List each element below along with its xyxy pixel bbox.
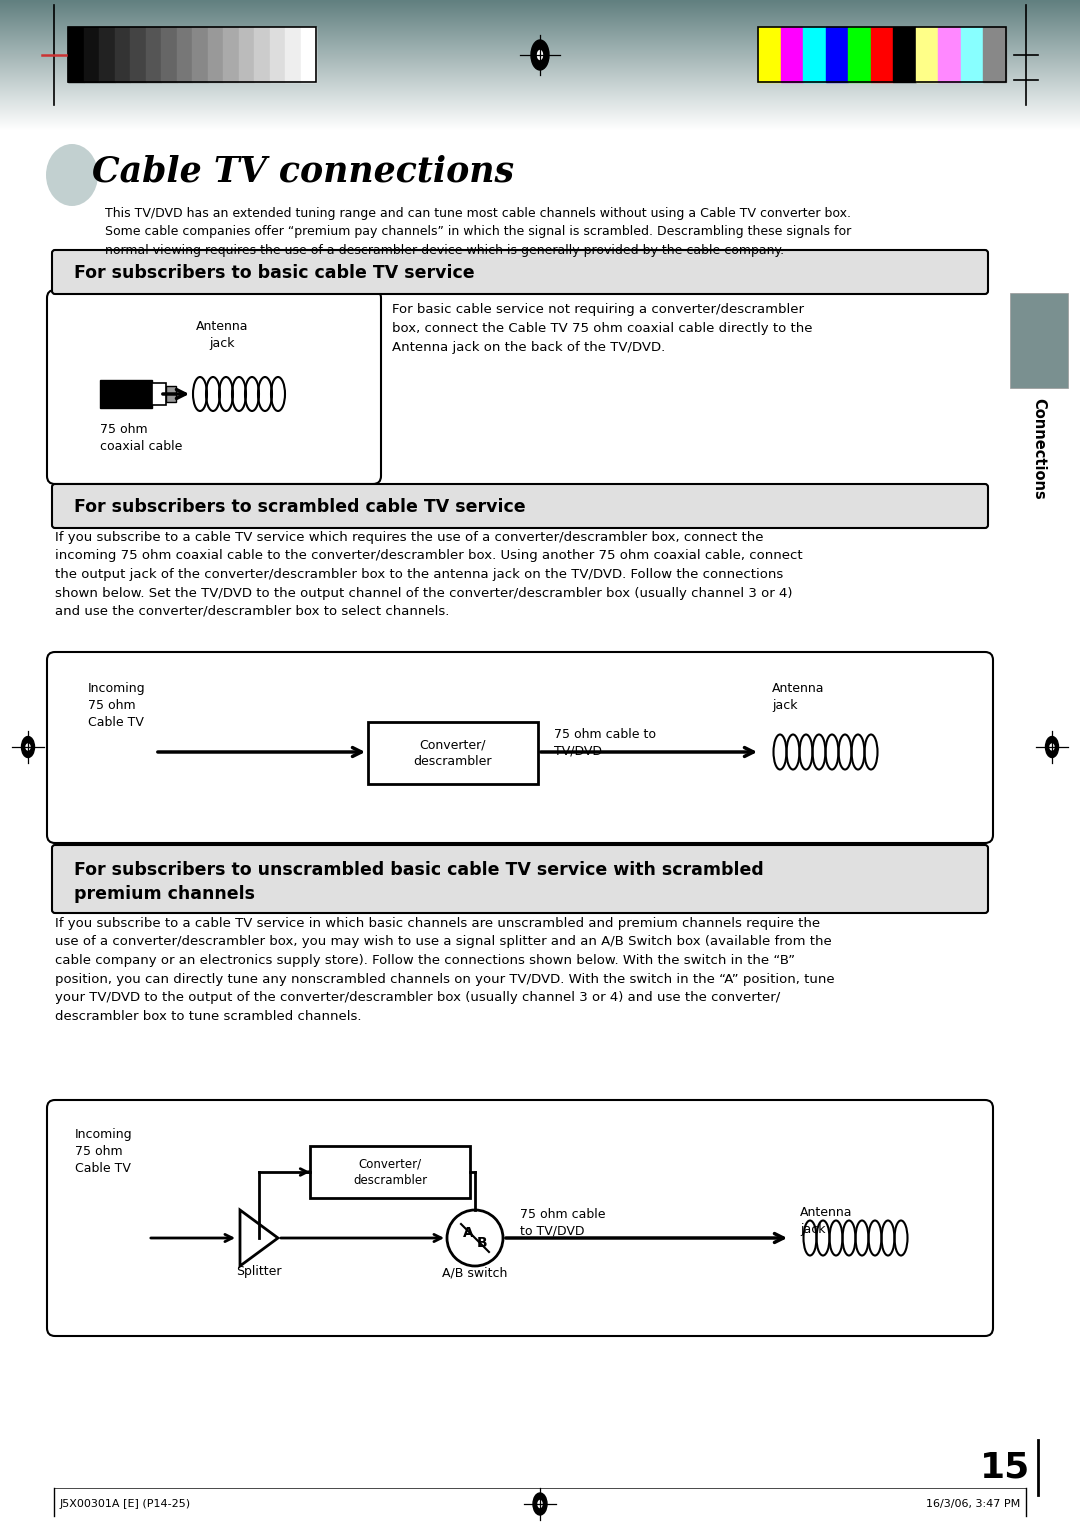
Bar — [848, 28, 870, 83]
Text: 75 ohm cable to
TV/DVD: 75 ohm cable to TV/DVD — [554, 727, 656, 758]
Bar — [68, 28, 83, 83]
Bar — [83, 28, 99, 83]
Bar — [781, 28, 804, 83]
Bar — [152, 384, 166, 405]
Bar — [130, 28, 146, 83]
Bar — [222, 28, 239, 83]
Text: Antenna
jack: Antenna jack — [800, 1206, 852, 1236]
Bar — [100, 380, 152, 408]
FancyBboxPatch shape — [48, 652, 993, 843]
Bar — [270, 28, 285, 83]
Bar — [99, 28, 114, 83]
Text: Antenna
jack: Antenna jack — [772, 681, 824, 712]
Bar — [939, 28, 961, 83]
Text: If you subscribe to a cable TV service which requires the use of a converter/des: If you subscribe to a cable TV service w… — [55, 532, 802, 617]
Bar — [300, 28, 316, 83]
Text: This TV/DVD has an extended tuning range and can tune most cable channels withou: This TV/DVD has an extended tuning range… — [105, 206, 851, 257]
Bar — [916, 28, 939, 83]
Text: 16/3/06, 3:47 PM: 16/3/06, 3:47 PM — [926, 1499, 1020, 1510]
Ellipse shape — [22, 736, 35, 758]
Ellipse shape — [46, 144, 98, 206]
FancyBboxPatch shape — [52, 845, 988, 914]
Text: 15: 15 — [980, 1450, 1030, 1484]
Text: A: A — [462, 1225, 473, 1241]
Ellipse shape — [538, 1500, 542, 1508]
Text: For subscribers to scrambled cable TV service: For subscribers to scrambled cable TV se… — [75, 498, 526, 516]
Bar — [758, 28, 781, 83]
Bar — [239, 28, 254, 83]
Text: 75 ohm cable
to TV/DVD: 75 ohm cable to TV/DVD — [519, 1209, 606, 1238]
Text: Converter/
descrambler: Converter/ descrambler — [353, 1158, 427, 1187]
Bar — [758, 28, 1005, 83]
Polygon shape — [240, 1210, 278, 1267]
Circle shape — [447, 1210, 503, 1267]
Bar — [285, 28, 300, 83]
Text: Cable TV connections: Cable TV connections — [92, 154, 514, 188]
Bar — [310, 1146, 470, 1198]
Ellipse shape — [534, 1493, 546, 1514]
Text: Converter/
descrambler: Converter/ descrambler — [414, 738, 492, 769]
Bar — [961, 28, 984, 83]
Text: Connections: Connections — [1031, 397, 1047, 500]
Ellipse shape — [26, 744, 30, 750]
Text: For basic cable service not requiring a converter/descrambler
box, connect the C: For basic cable service not requiring a … — [392, 303, 812, 354]
Bar — [254, 28, 270, 83]
Bar — [176, 28, 192, 83]
FancyBboxPatch shape — [52, 251, 988, 293]
Text: For subscribers to basic cable TV service: For subscribers to basic cable TV servic… — [75, 264, 474, 283]
Bar — [68, 28, 316, 83]
Bar — [368, 723, 538, 784]
Bar — [192, 28, 207, 83]
Text: Incoming
75 ohm
Cable TV: Incoming 75 ohm Cable TV — [75, 1128, 133, 1175]
Text: J5X00301A [E] (P14-25): J5X00301A [E] (P14-25) — [60, 1499, 191, 1510]
Text: For subscribers to unscrambled basic cable TV service with scrambled
premium cha: For subscribers to unscrambled basic cab… — [75, 862, 764, 903]
Text: Antenna
jack: Antenna jack — [195, 319, 248, 350]
Text: A/B switch: A/B switch — [443, 1267, 508, 1280]
Bar — [114, 28, 130, 83]
Text: If you subscribe to a cable TV service in which basic channels are unscrambled a: If you subscribe to a cable TV service i… — [55, 917, 835, 1022]
Text: Incoming
75 ohm
Cable TV: Incoming 75 ohm Cable TV — [87, 681, 146, 729]
Bar — [825, 28, 848, 83]
Text: B: B — [476, 1236, 487, 1250]
Bar — [207, 28, 222, 83]
Bar — [166, 387, 176, 402]
FancyBboxPatch shape — [48, 1100, 993, 1335]
FancyBboxPatch shape — [52, 484, 988, 529]
Ellipse shape — [531, 40, 549, 70]
Bar — [1010, 293, 1068, 388]
Ellipse shape — [538, 50, 542, 60]
FancyBboxPatch shape — [48, 290, 381, 484]
Bar — [161, 28, 176, 83]
Text: Splitter: Splitter — [237, 1265, 282, 1277]
Bar — [804, 28, 825, 83]
Bar — [893, 28, 916, 83]
Ellipse shape — [1050, 744, 1054, 750]
Ellipse shape — [1045, 736, 1058, 758]
Text: 75 ohm
coaxial cable: 75 ohm coaxial cable — [100, 423, 183, 452]
Bar — [984, 28, 1005, 83]
Bar — [870, 28, 893, 83]
Bar — [146, 28, 161, 83]
